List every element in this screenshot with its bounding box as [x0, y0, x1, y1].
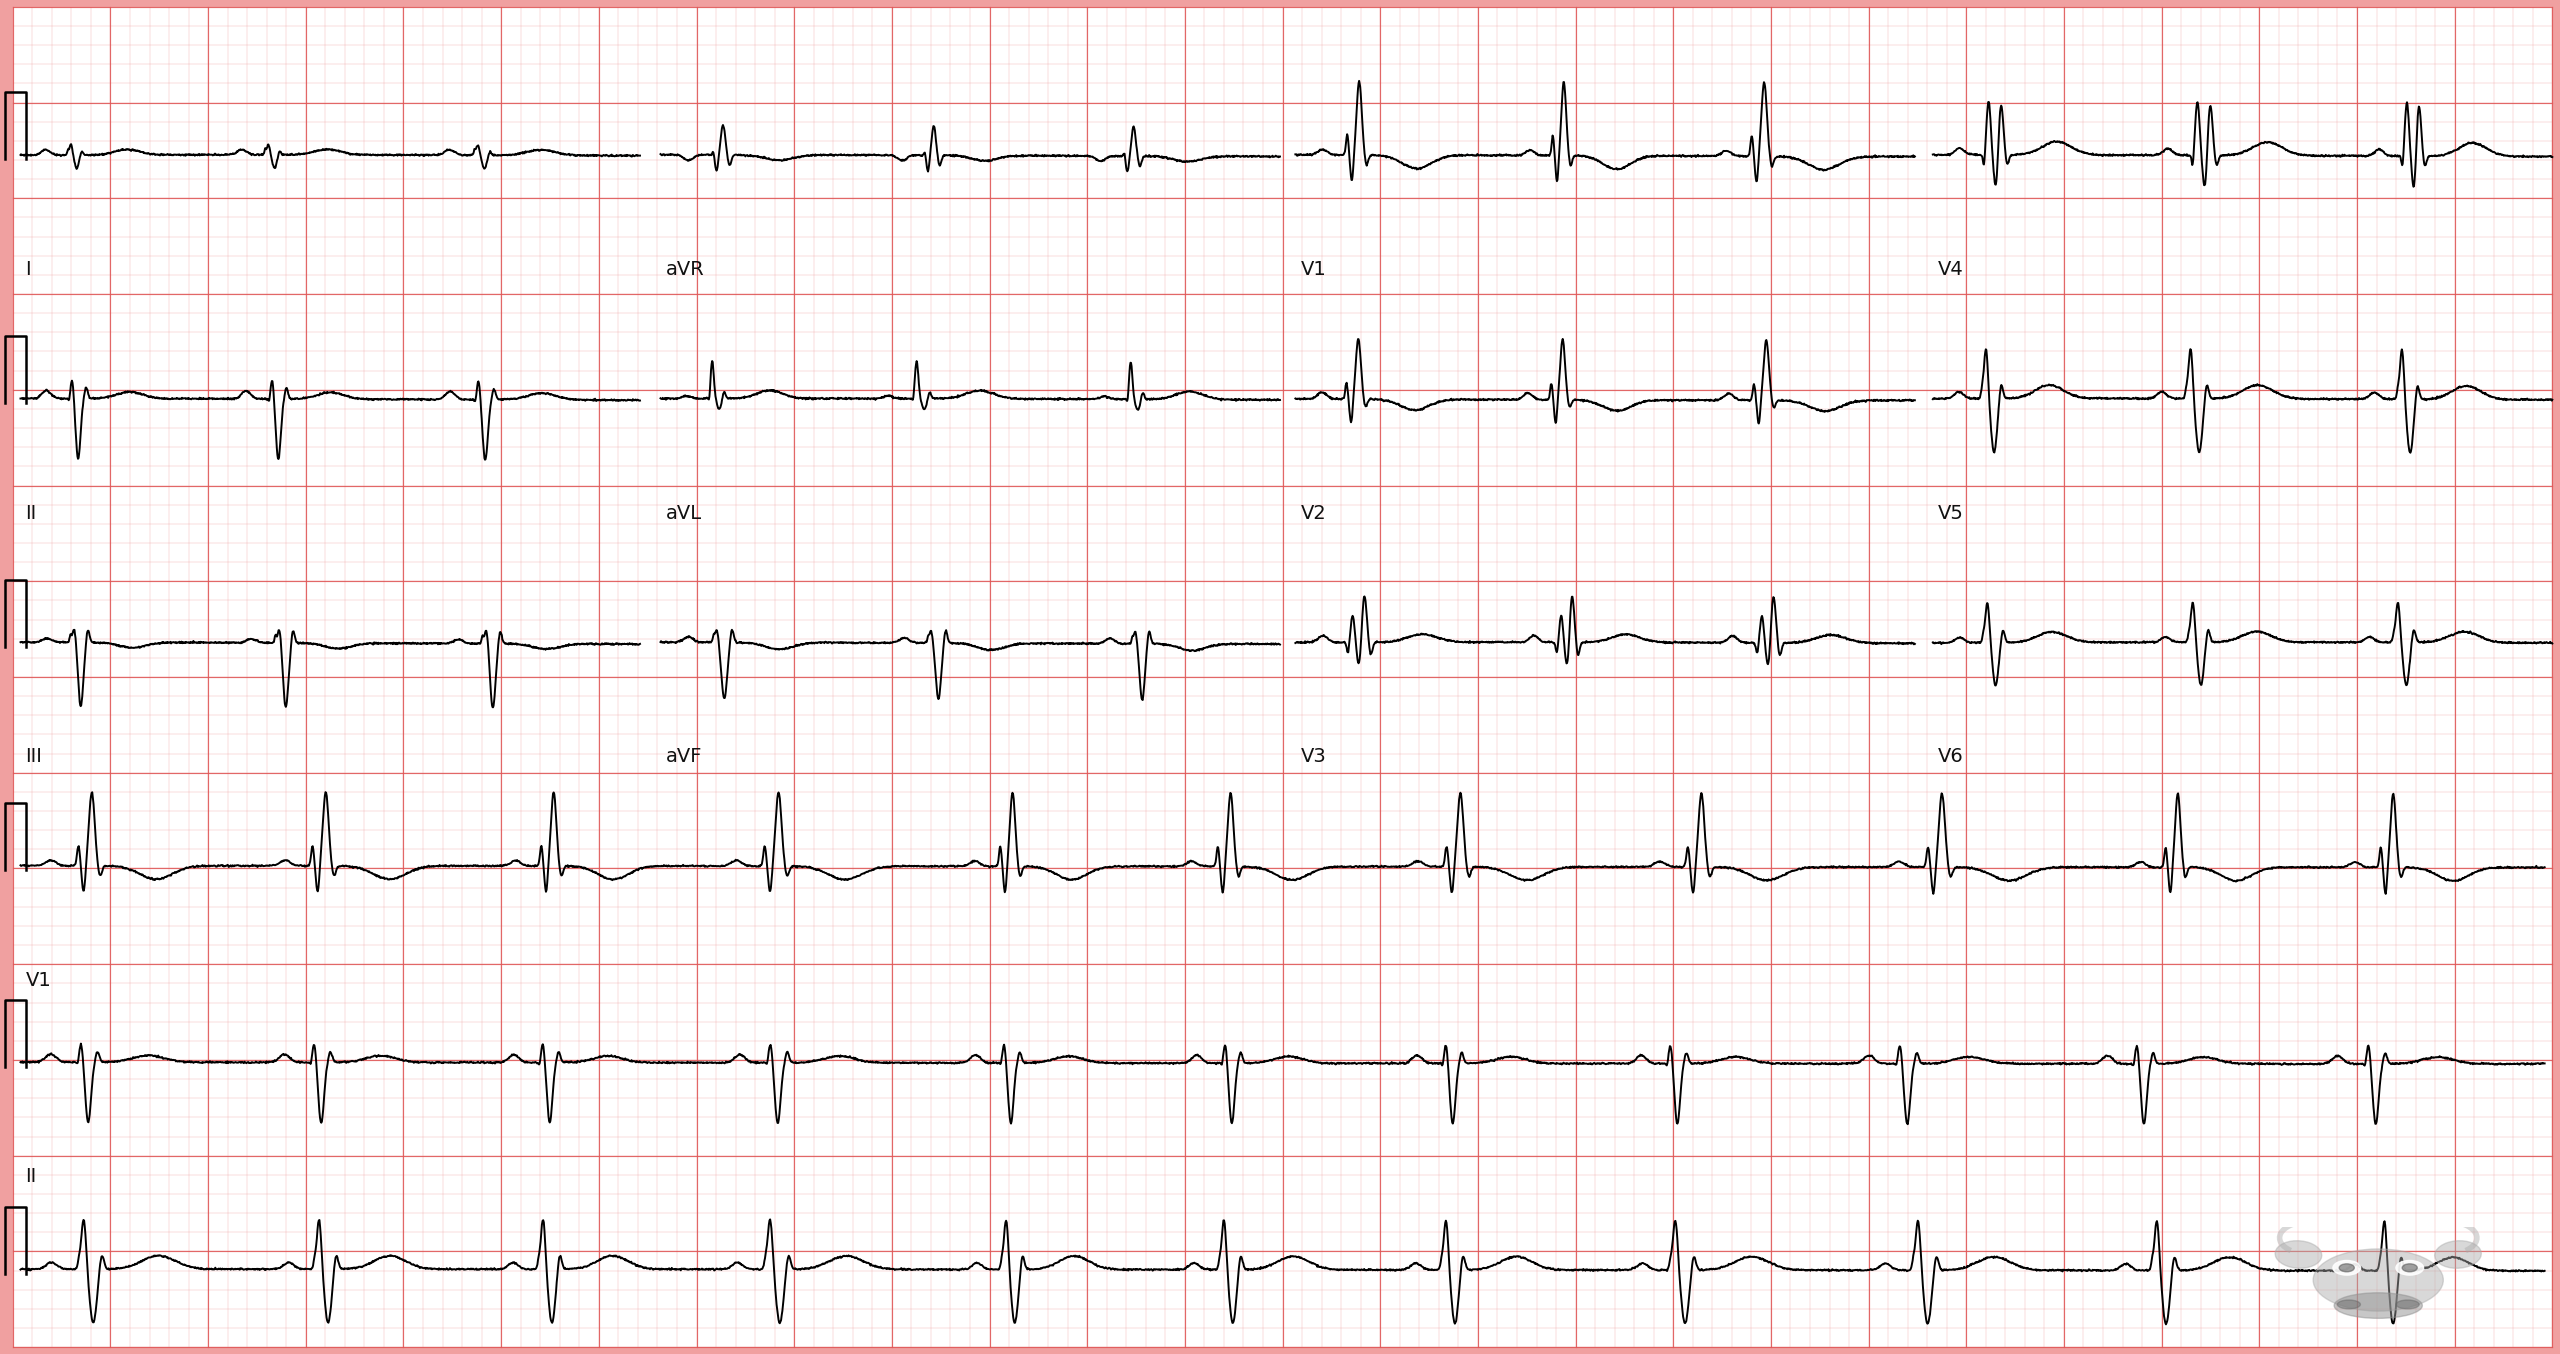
Text: III: III	[26, 747, 44, 766]
Text: V2: V2	[1300, 504, 1326, 523]
Ellipse shape	[2335, 1293, 2422, 1319]
Ellipse shape	[2276, 1240, 2322, 1269]
Circle shape	[2332, 1261, 2360, 1275]
Text: V1: V1	[26, 971, 51, 990]
Circle shape	[2396, 1261, 2424, 1275]
Circle shape	[2401, 1263, 2417, 1271]
Text: aVF: aVF	[666, 747, 701, 766]
Text: V6: V6	[1938, 747, 1964, 766]
Text: aVR: aVR	[666, 260, 704, 279]
Text: I: I	[26, 260, 31, 279]
Ellipse shape	[2337, 1300, 2360, 1309]
Circle shape	[2340, 1263, 2355, 1271]
Text: V3: V3	[1300, 747, 1326, 766]
Text: II: II	[26, 504, 36, 523]
Text: V4: V4	[1938, 260, 1964, 279]
Text: V5: V5	[1938, 504, 1964, 523]
Text: aVL: aVL	[666, 504, 701, 523]
Ellipse shape	[2396, 1300, 2419, 1309]
Ellipse shape	[2435, 1240, 2481, 1269]
Ellipse shape	[2314, 1248, 2442, 1311]
Text: V1: V1	[1300, 260, 1326, 279]
Text: II: II	[26, 1167, 36, 1186]
